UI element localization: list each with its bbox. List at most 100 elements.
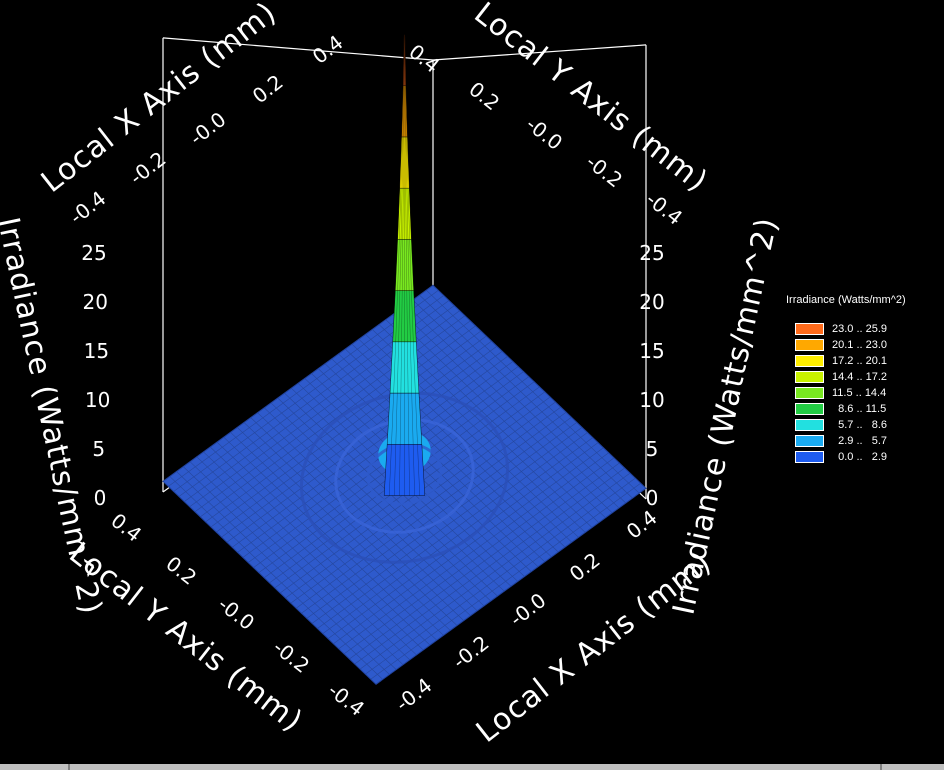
z-tick-label-left: 0 — [94, 486, 107, 510]
legend-label: 0.0 .. 2.9 — [832, 451, 888, 463]
mesh-line-y — [345, 348, 559, 553]
legend-label: 8.6 .. 11.5 — [832, 403, 887, 415]
legend-swatch — [795, 323, 824, 335]
z-tick-label-left: 5 — [92, 437, 105, 461]
peak-mesh-line — [395, 393, 398, 445]
peak-mesh-line — [410, 341, 412, 394]
frame-top-right — [432, 44, 647, 61]
legend-entry: 17.2 .. 20.1 — [786, 353, 936, 369]
z-axis-title-left: Irradiance (Watts/mm^2) — [0, 214, 109, 618]
legend-entry: 14.4 .. 17.2 — [786, 369, 936, 385]
legend-label: 20.1 .. 23.0 — [832, 339, 888, 351]
legend-label: 2.9 .. 5.7 — [832, 435, 888, 447]
legend-swatch — [795, 339, 824, 351]
y-tick-label-bottom: -0.4 — [324, 678, 370, 721]
peak-mesh-line — [397, 341, 399, 394]
mesh-line-y — [318, 368, 532, 572]
x-tick-label-bottom: -0.0 — [505, 588, 551, 631]
mesh-line-x — [162, 285, 434, 482]
legend-entry: 0.0 .. 2.9 — [786, 449, 936, 465]
x-tick-label-top: 0.4 — [308, 30, 348, 68]
peak-mesh-line — [401, 136, 404, 189]
y-tick-label-bottom: -0.2 — [269, 635, 315, 678]
peak-mesh-line — [406, 188, 409, 240]
peak-mesh-line — [399, 188, 402, 240]
legend-swatch — [795, 403, 824, 415]
peak-mesh-line — [407, 239, 410, 291]
z-tick-label-left: 10 — [85, 388, 110, 412]
ripple-ring — [299, 391, 510, 564]
legend: Irradiance (Watts/mm^2) 23.0 .. 25.9 20.1… — [786, 294, 936, 465]
peak-mesh-line — [407, 188, 410, 240]
mesh-line-x — [232, 351, 503, 548]
mesh-line-x — [226, 345, 498, 543]
y-tick-label-top: 0.2 — [464, 77, 504, 115]
x-tick-label-bottom: 0.4 — [622, 505, 662, 543]
x-tick-label-top: -0.2 — [125, 147, 171, 190]
peak-mesh-line — [408, 444, 410, 496]
peak-mesh-line — [411, 393, 414, 445]
legend-entry: 2.9 .. 5.7 — [786, 433, 936, 449]
legend-entry: 11.5 .. 14.4 — [786, 385, 936, 401]
mesh-line-x — [242, 361, 514, 558]
peak-mesh-line — [393, 341, 396, 394]
peak-mesh-line — [405, 85, 407, 137]
x-tick-label-top: 0.2 — [248, 70, 288, 108]
peak-mesh-line — [406, 239, 407, 291]
mesh-line-y — [338, 353, 552, 558]
peak-mesh-line — [407, 341, 409, 394]
legend-swatch — [795, 371, 824, 383]
legend-entry: 8.6 .. 11.5 — [786, 401, 936, 417]
z-tick-label-left: 25 — [81, 241, 106, 265]
peak-mesh-line — [401, 290, 403, 342]
irradiance-peak — [383, 34, 426, 496]
legend-label: 14.4 .. 17.2 — [832, 371, 888, 383]
peak-mesh-line — [399, 239, 402, 291]
legend-swatch — [795, 435, 824, 447]
peak-mesh-line — [400, 136, 403, 189]
y-tick-label-top: 0.4 — [404, 39, 444, 77]
x-tick-label-bottom: -0.2 — [448, 631, 494, 674]
mesh-line-y — [405, 304, 620, 509]
y-tick-label-bottom: -0.0 — [214, 592, 260, 635]
legend-label: 11.5 .. 14.4 — [832, 387, 887, 399]
z-tick-label-left: 15 — [84, 339, 109, 363]
z-tick-label-right: 20 — [639, 290, 664, 314]
z-tick-label-right: 0 — [646, 486, 659, 510]
legend-title: Irradiance (Watts/mm^2) — [786, 294, 906, 306]
x-tick-label-bottom: -0.4 — [391, 673, 437, 716]
z-axis-title-right: Irradiance (Watts/mm^2) — [666, 214, 784, 618]
peak-mesh-line — [400, 341, 402, 394]
peak-mesh-line — [389, 444, 392, 496]
legend-swatch — [795, 355, 824, 367]
z-tick-label-right: 25 — [639, 241, 664, 265]
mesh-line-y — [419, 294, 633, 499]
legend-label: 5.7 .. 8.6 — [832, 419, 888, 431]
mesh-line-y — [432, 285, 647, 489]
mesh-line-x — [237, 356, 508, 553]
legend-entry: 20.1 .. 23.0 — [786, 337, 936, 353]
legend-label: 23.0 .. 25.9 — [832, 323, 888, 335]
peak-mesh-line — [402, 85, 404, 137]
z-tick-label-right: 15 — [639, 339, 664, 363]
mesh-line-y — [412, 299, 626, 504]
legend-swatch — [795, 419, 824, 431]
peak-mesh-line — [405, 188, 407, 240]
peak-mesh-line — [404, 34, 406, 86]
peak-mesh-line — [399, 393, 402, 445]
peak-mesh-line — [397, 239, 400, 291]
peak-mesh-line — [415, 393, 418, 445]
peak-mesh-line — [394, 444, 397, 496]
peak-mesh-line — [402, 85, 404, 137]
mesh-line-y — [399, 309, 613, 514]
mesh-line-y — [351, 343, 566, 548]
peak-mesh-line — [400, 188, 403, 240]
status-bar — [0, 764, 944, 770]
z-tick-label-right: 5 — [646, 437, 659, 461]
peak-mesh-line — [407, 393, 410, 445]
y-tick-label-top: -0.4 — [642, 187, 688, 230]
peak-mesh-line — [417, 444, 420, 496]
peak-mesh-line — [406, 290, 408, 342]
mesh-line-y — [426, 290, 640, 494]
